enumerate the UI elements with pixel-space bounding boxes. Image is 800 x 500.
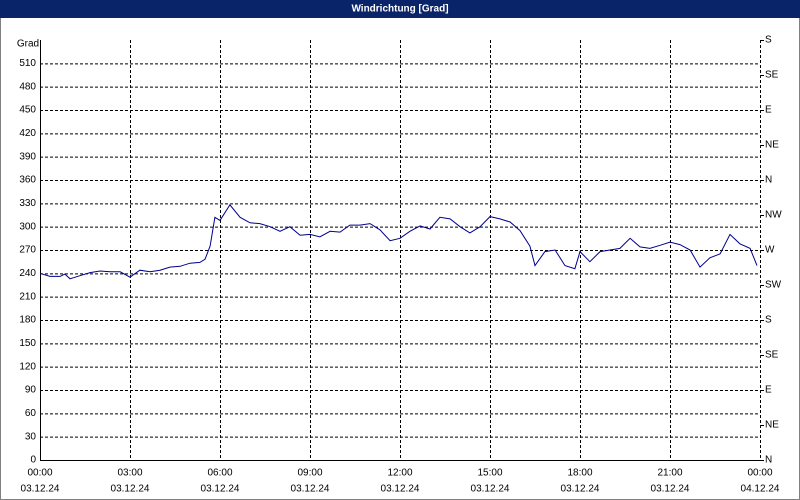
x-tick-label: 12:00 — [387, 468, 412, 479]
y-axis-label: Grad — [17, 39, 39, 50]
y-tick-label: 120 — [19, 361, 36, 372]
y-tick-label: 180 — [19, 315, 36, 326]
data-line — [39, 204, 758, 280]
y2-tick-label: E — [765, 105, 772, 116]
x-tick-date: 04.12.24 — [741, 484, 780, 495]
y2-tick-label: S — [765, 315, 772, 326]
y-tick-label: 300 — [19, 221, 36, 232]
x-tick-date: 03.12.24 — [381, 484, 420, 495]
y-tick-label: 270 — [19, 245, 36, 256]
x-tick-date: 03.12.24 — [651, 484, 690, 495]
y2-tick-label: NE — [765, 420, 779, 431]
y2-tick-label: E — [765, 385, 772, 396]
y2-tick-label: N — [765, 175, 772, 186]
x-tick-label: 21:00 — [657, 468, 682, 479]
y2-tick-label: N — [765, 455, 772, 466]
x-tick-label: 03:00 — [117, 468, 142, 479]
y2-tick-label: NE — [765, 140, 779, 151]
y-tick-label: 480 — [19, 81, 36, 92]
y2-tick-label: SW — [765, 280, 782, 291]
y-tick-label: 90 — [25, 385, 37, 396]
y-tick-label: 210 — [19, 291, 36, 302]
title-bar — [0, 0, 800, 18]
y2-tick-label: SE — [765, 70, 779, 81]
y-tick-label: 150 — [19, 338, 36, 349]
y-tick-label: 420 — [19, 128, 36, 139]
x-tick-date: 03.12.24 — [471, 484, 510, 495]
y-tick-label: 510 — [19, 58, 36, 69]
y2-tick-label: NW — [765, 210, 782, 221]
x-tick-label: 00:00 — [27, 468, 52, 479]
x-tick-date: 03.12.24 — [21, 484, 60, 495]
y-tick-label: 60 — [25, 408, 37, 419]
y-tick-label: 30 — [25, 431, 37, 442]
y-tick-label: 240 — [19, 268, 36, 279]
x-tick-label: 06:00 — [207, 468, 232, 479]
y-tick-label: 450 — [19, 105, 36, 116]
y-tick-label: 390 — [19, 151, 36, 162]
x-tick-label: 09:00 — [297, 468, 322, 479]
x-tick-label: 15:00 — [477, 468, 502, 479]
y-tick-label: 360 — [19, 175, 36, 186]
x-tick-date: 03.12.24 — [291, 484, 330, 495]
x-tick-label: 00:00 — [747, 468, 772, 479]
x-tick-date: 03.12.24 — [111, 484, 150, 495]
chart-title: Windrichtung [Grad] — [351, 4, 448, 15]
x-tick-label: 18:00 — [567, 468, 592, 479]
y2-tick-label: S — [765, 35, 772, 46]
y-tick-label: 330 — [19, 198, 36, 209]
x-tick-date: 03.12.24 — [201, 484, 240, 495]
y-tick-label: 0 — [30, 455, 36, 466]
y2-tick-label: W — [765, 245, 775, 256]
x-tick-date: 03.12.24 — [561, 484, 600, 495]
y2-tick-label: SE — [765, 350, 779, 361]
